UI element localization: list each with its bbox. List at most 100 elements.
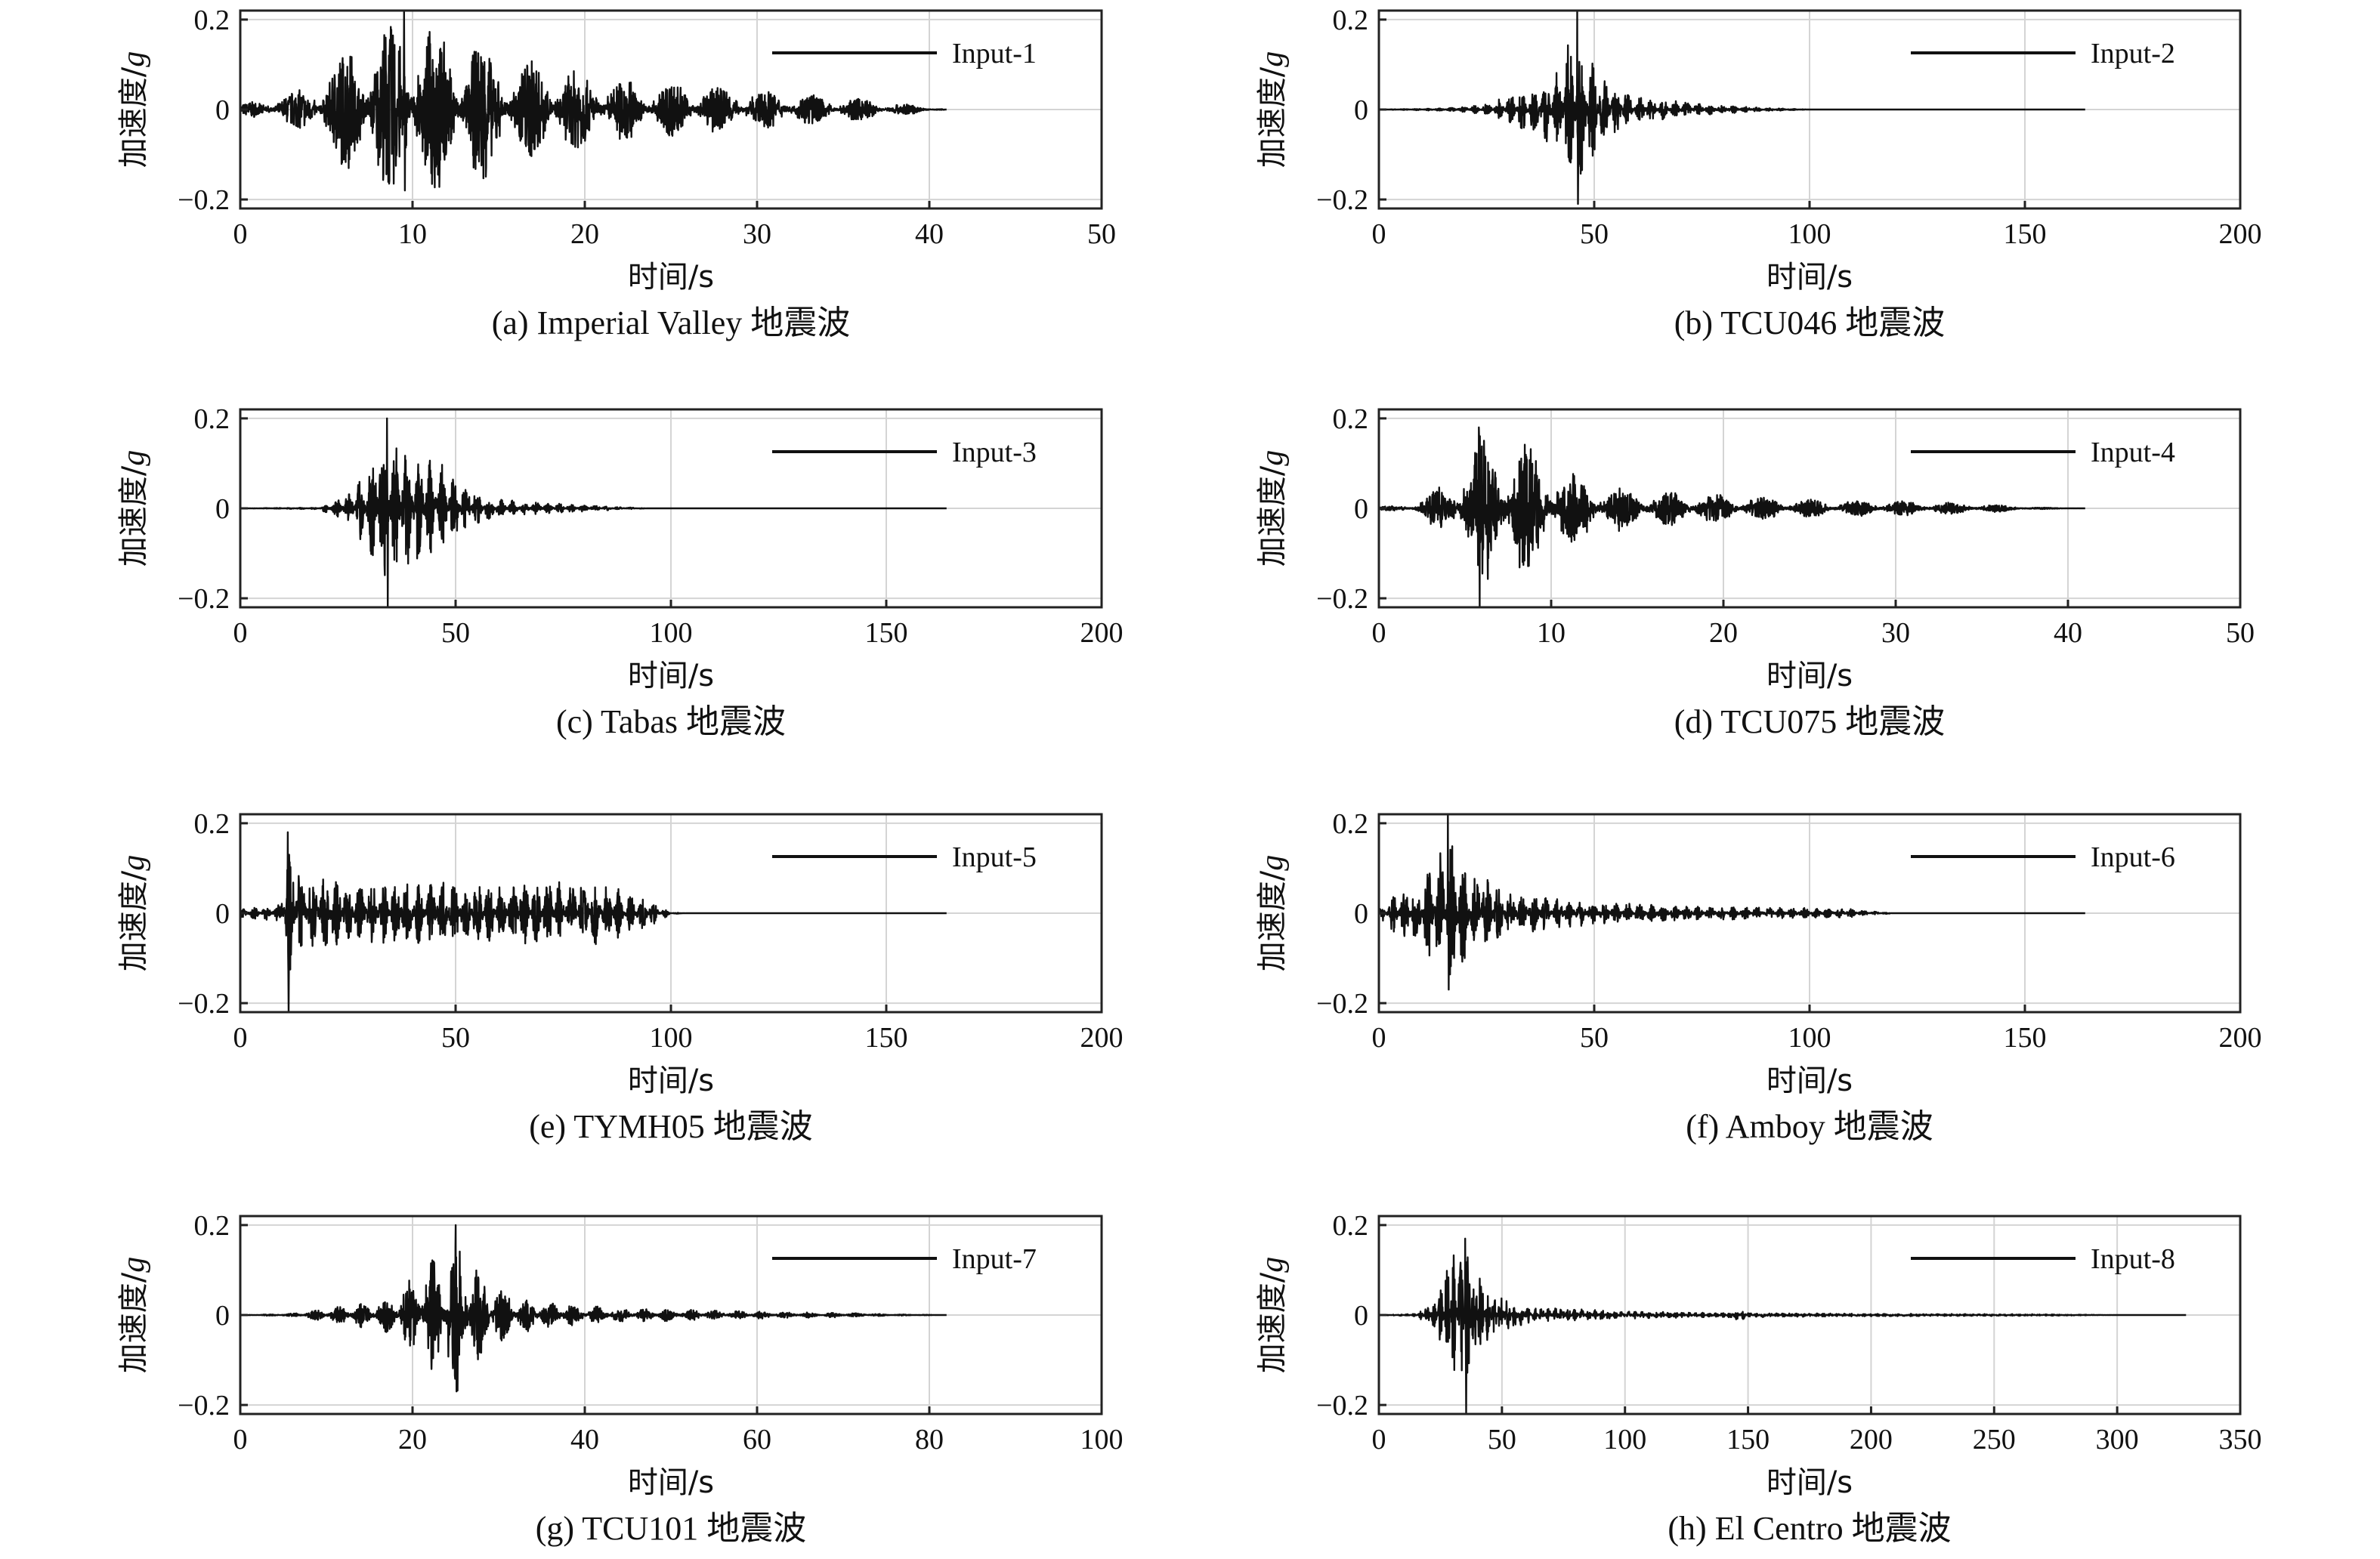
x-tick-label: 50 xyxy=(441,1022,470,1054)
y-tick-label: 0.2 xyxy=(1333,5,1369,36)
x-tick-label: 40 xyxy=(570,1424,599,1456)
y-tick-label: 0.2 xyxy=(1333,808,1369,840)
legend-label: Input-2 xyxy=(2091,38,2175,69)
x-tick-label: 150 xyxy=(865,1022,908,1054)
x-tick-label: 350 xyxy=(2219,1424,2262,1456)
y-axis-title-unit: g xyxy=(1255,450,1290,466)
x-tick-label: 200 xyxy=(2219,1022,2262,1054)
y-tick-label: 0 xyxy=(215,1300,230,1332)
chart-caption: (c) Tabas 地震波 xyxy=(556,703,786,740)
y-axis-title: 加速度/g xyxy=(1255,450,1290,566)
x-tick-label: 0 xyxy=(1372,1022,1386,1054)
series-line xyxy=(239,831,947,1014)
series-line xyxy=(240,1224,947,1393)
y-axis-title-unit: g xyxy=(116,450,151,466)
y-axis-title-text: 加速度/ xyxy=(1255,870,1290,971)
chart-caption: (a) Imperial Valley 地震波 xyxy=(492,304,850,341)
x-tick-label: 20 xyxy=(570,218,599,250)
legend-label: Input-6 xyxy=(2091,841,2175,873)
x-tick-label: 0 xyxy=(233,218,248,250)
chart-caption: (h) El Centro 地震波 xyxy=(1668,1510,1951,1547)
chart-caption: (g) TCU101 地震波 xyxy=(536,1510,807,1547)
legend-label: Input-5 xyxy=(952,841,1037,873)
series-line xyxy=(1378,426,2086,609)
x-tick-label: 0 xyxy=(233,1424,248,1456)
series-line xyxy=(239,9,947,192)
x-tick-label: 50 xyxy=(2226,617,2255,649)
y-tick-label: −0.2 xyxy=(1316,988,1368,1020)
y-axis-title-unit: g xyxy=(116,1257,151,1273)
y-tick-label: 0.2 xyxy=(1333,1210,1369,1242)
y-tick-label: 0 xyxy=(1354,493,1368,525)
y-tick-label: 0 xyxy=(1354,94,1368,126)
y-axis-title: 加速度/g xyxy=(1255,855,1290,971)
y-tick-label: 0.2 xyxy=(194,808,230,840)
x-axis-title: 时间/s xyxy=(628,260,714,295)
y-tick-label: −0.2 xyxy=(178,1390,230,1422)
x-tick-label: 150 xyxy=(865,617,908,649)
x-tick-label: 0 xyxy=(233,1022,248,1054)
x-tick-label: 100 xyxy=(1080,1424,1124,1456)
y-axis-title: 加速度/g xyxy=(116,1257,151,1373)
x-tick-label: 100 xyxy=(1788,1022,1831,1054)
y-axis-title-text: 加速度/ xyxy=(1255,465,1290,566)
x-tick-label: 40 xyxy=(915,218,944,250)
x-tick-label: 50 xyxy=(1580,218,1609,250)
x-tick-label: 200 xyxy=(1080,1022,1124,1054)
x-tick-label: 0 xyxy=(1372,218,1386,250)
x-tick-label: 100 xyxy=(1788,218,1831,250)
x-tick-label: 100 xyxy=(650,617,693,649)
x-tick-label: 50 xyxy=(1580,1022,1609,1054)
x-tick-label: 0 xyxy=(1372,617,1386,649)
y-axis-title-text: 加速度/ xyxy=(116,465,151,566)
x-tick-label: 10 xyxy=(398,218,427,250)
y-tick-label: 0.2 xyxy=(194,5,230,36)
y-axis-title: 加速度/g xyxy=(116,855,151,971)
y-axis-title: 加速度/g xyxy=(1255,51,1290,168)
chart-caption: (d) TCU075 地震波 xyxy=(1674,703,1946,740)
x-tick-label: 20 xyxy=(1709,617,1738,649)
x-tick-label: 40 xyxy=(2054,617,2082,649)
y-tick-label: −0.2 xyxy=(1316,583,1368,615)
y-axis-title: 加速度/g xyxy=(116,51,151,168)
y-tick-label: −0.2 xyxy=(178,583,230,615)
y-axis-title: 加速度/g xyxy=(116,450,151,566)
series-line xyxy=(1378,1237,2187,1415)
y-tick-label: 0.2 xyxy=(1333,403,1369,435)
y-tick-label: −0.2 xyxy=(1316,1390,1368,1422)
x-axis-title: 时间/s xyxy=(628,1465,714,1500)
legend-label: Input-1 xyxy=(952,38,1037,69)
y-axis-title-text: 加速度/ xyxy=(116,66,151,168)
y-axis-title-text: 加速度/ xyxy=(116,870,151,971)
x-axis-title: 时间/s xyxy=(628,659,714,693)
x-tick-label: 0 xyxy=(233,617,248,649)
x-axis-title: 时间/s xyxy=(1766,1465,1853,1500)
x-tick-label: 200 xyxy=(1080,617,1124,649)
y-axis-title-text: 加速度/ xyxy=(116,1272,151,1373)
y-axis-title-text: 加速度/ xyxy=(1255,1272,1290,1373)
x-tick-label: 150 xyxy=(2004,1022,2047,1054)
y-axis-title-unit: g xyxy=(116,855,151,871)
x-tick-label: 200 xyxy=(1850,1424,1893,1456)
legend-label: Input-4 xyxy=(2091,437,2175,468)
y-axis-title-unit: g xyxy=(1255,855,1290,871)
x-axis-title: 时间/s xyxy=(1766,1064,1853,1098)
x-tick-label: 30 xyxy=(743,218,771,250)
y-axis-title-unit: g xyxy=(116,51,151,67)
y-tick-label: −0.2 xyxy=(1316,184,1368,216)
x-tick-label: 10 xyxy=(1537,617,1566,649)
y-axis-title-unit: g xyxy=(1255,51,1290,67)
series-line xyxy=(1377,813,2086,991)
y-tick-label: 0 xyxy=(215,493,230,525)
y-tick-label: 0.2 xyxy=(194,1210,230,1242)
y-tick-label: −0.2 xyxy=(178,184,230,216)
y-tick-label: 0 xyxy=(1354,1300,1368,1332)
y-tick-label: −0.2 xyxy=(178,988,230,1020)
y-axis-title: 加速度/g xyxy=(1255,1257,1290,1373)
x-tick-label: 30 xyxy=(1881,617,1910,649)
